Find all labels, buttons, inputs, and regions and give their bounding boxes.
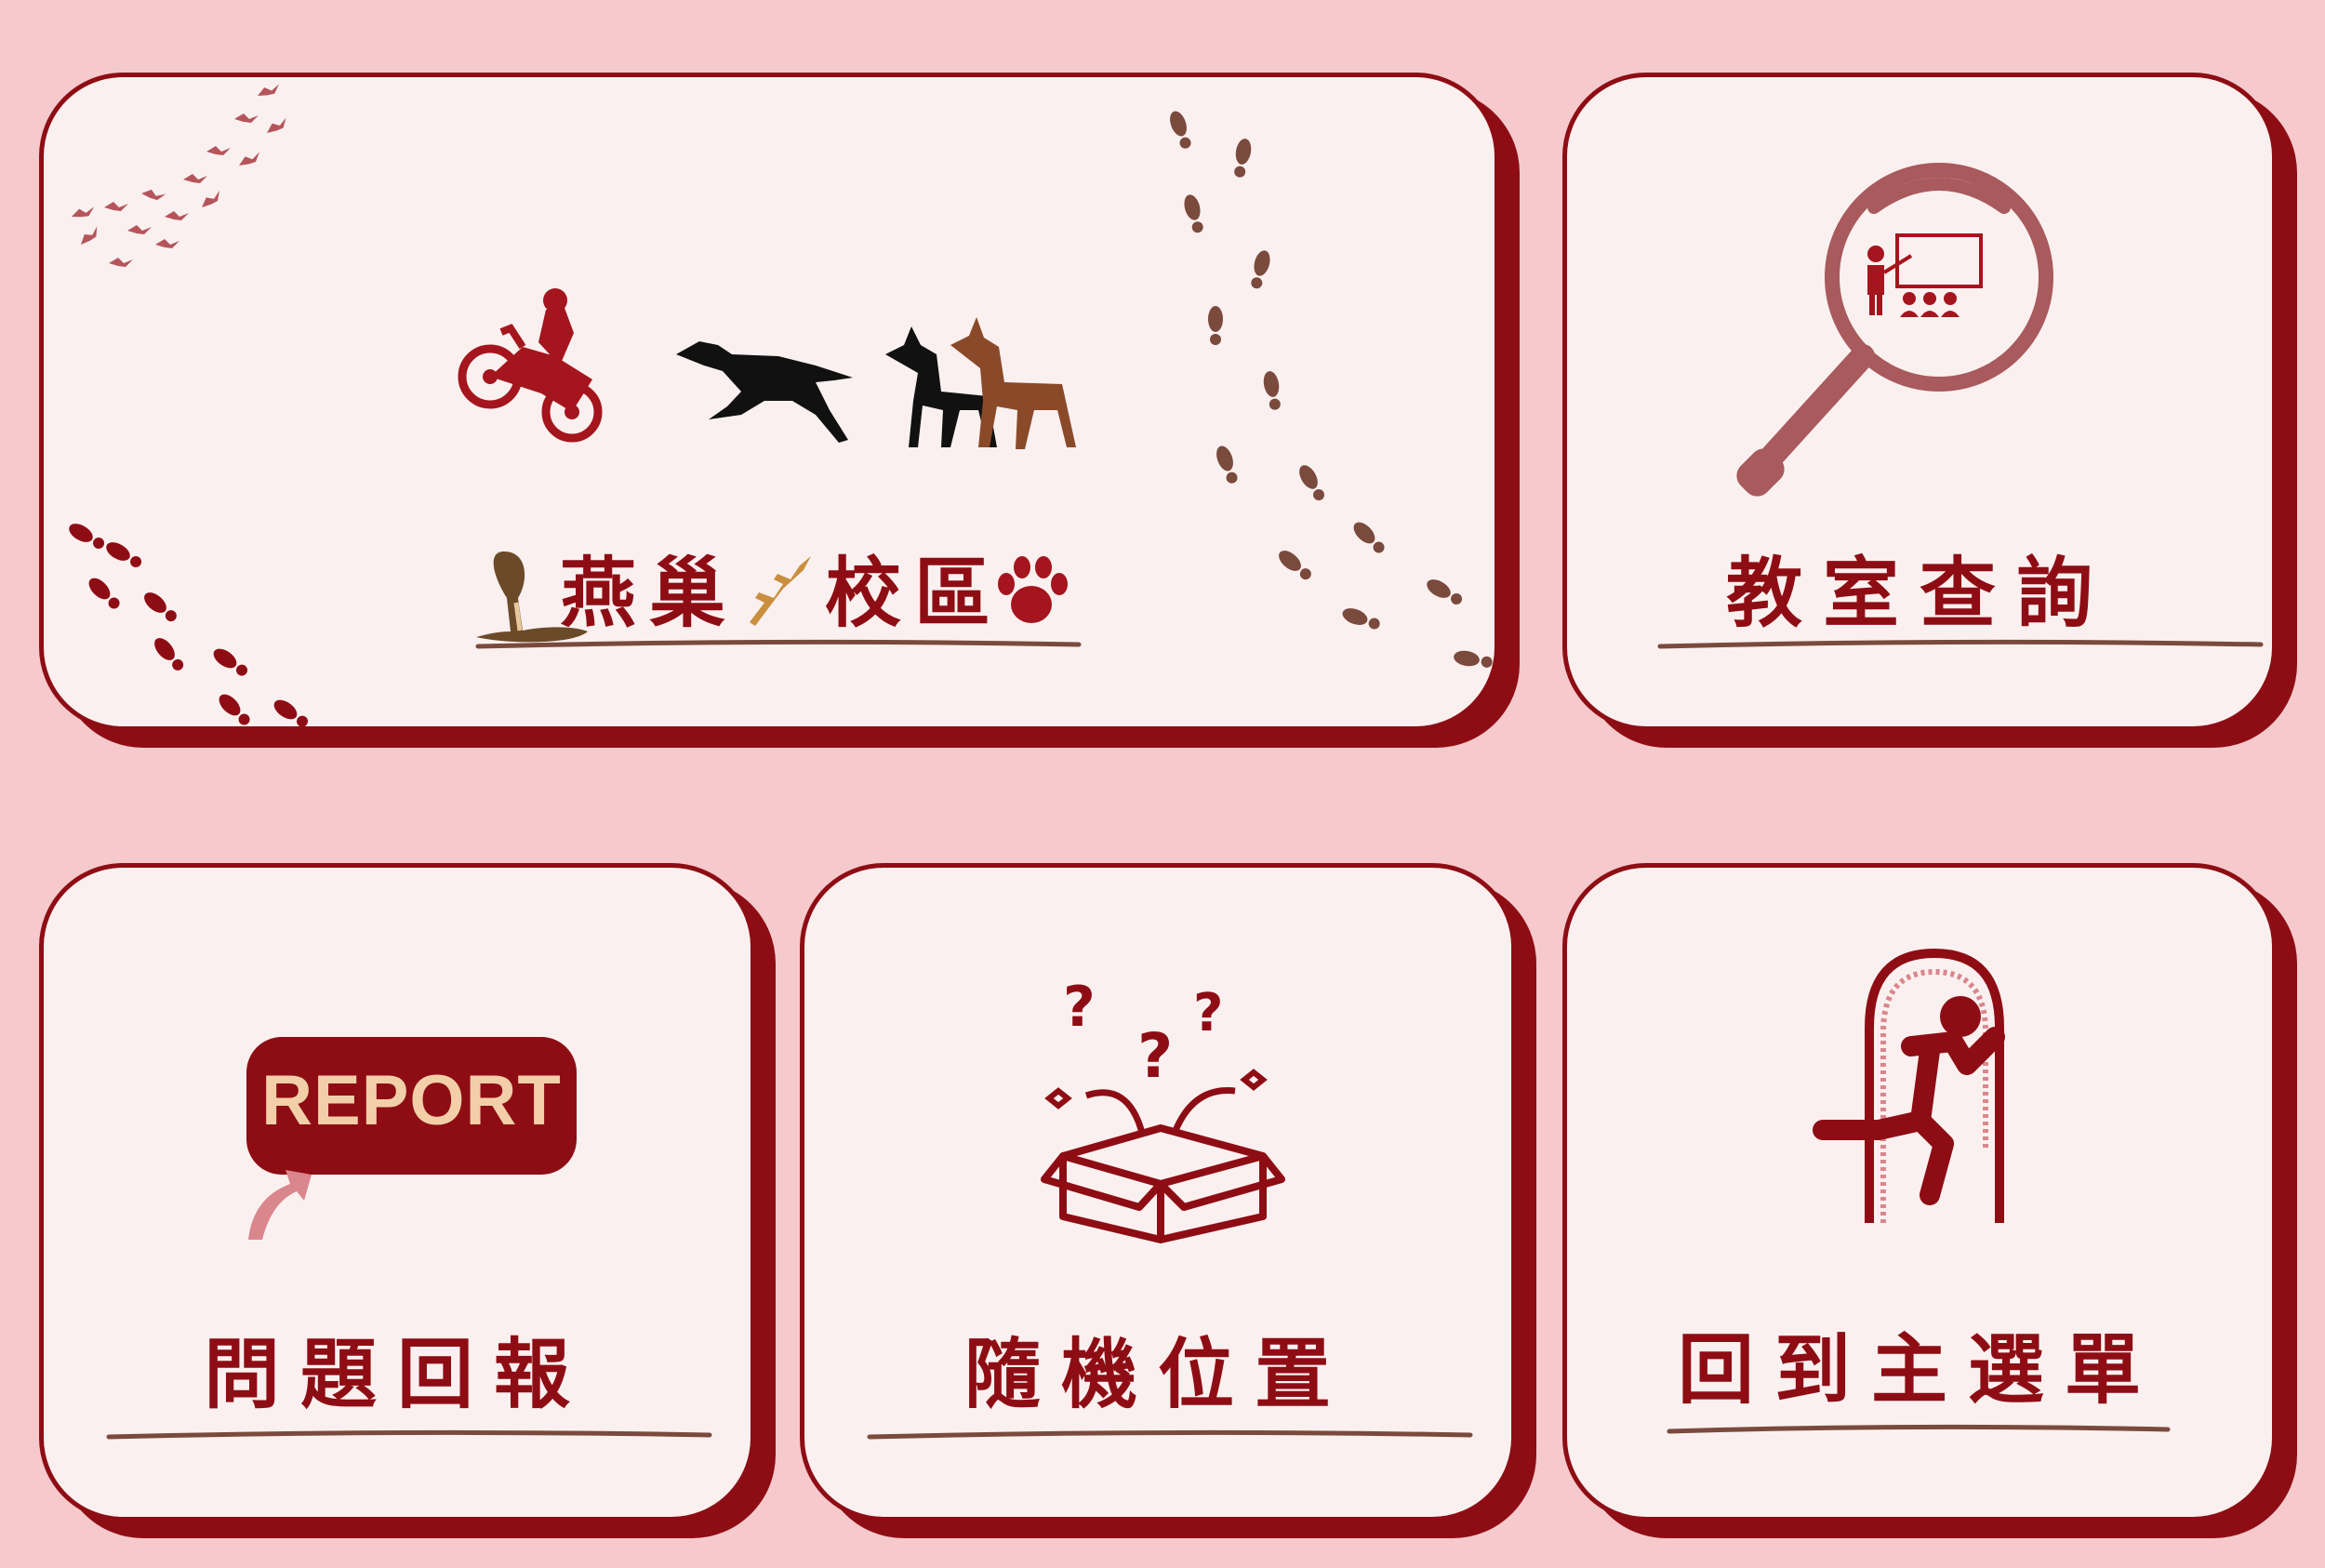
running-dog-icon	[676, 341, 853, 443]
swallows-icon	[70, 82, 290, 267]
home-card[interactable]: 回到主選單	[1562, 863, 2277, 1521]
footprints-icon	[65, 520, 312, 726]
report-card[interactable]: REPORT 問題回報	[39, 863, 755, 1521]
classroom-card[interactable]: 教室查詢	[1562, 73, 2277, 731]
random-underline	[867, 1429, 1473, 1440]
campus-label-first: 燕巢	[560, 550, 739, 638]
classroom-label: 教室查詢	[1725, 550, 2113, 638]
report-badge	[246, 1037, 577, 1175]
campus-label-second: 校區	[825, 550, 1004, 638]
home-underline	[1667, 1424, 2171, 1434]
svg-text:?: ?	[1193, 983, 1223, 1043]
random-card[interactable]: ? ? ? 隨機位置	[800, 863, 1516, 1521]
report-label: 問題回報	[203, 1331, 591, 1419]
motorcycle-rider-icon	[458, 288, 603, 443]
campus-underline	[475, 639, 1082, 649]
magnifier-classroom-icon	[1736, 163, 2053, 497]
cobra-icon	[476, 551, 588, 643]
campus-card[interactable]: 燕巢 校區	[39, 73, 1499, 731]
doberman-dogs-icon	[885, 317, 1076, 449]
mystery-box-icon: ? ? ?	[1041, 975, 1285, 1243]
classroom-underline	[1657, 639, 2264, 649]
gecko-icon	[750, 556, 811, 626]
footprints-icon	[1166, 109, 1494, 671]
svg-text:?: ?	[1137, 1020, 1173, 1092]
report-arrow-icon	[248, 1170, 312, 1240]
random-label: 隨機位置	[963, 1331, 1351, 1419]
paw-icon	[998, 556, 1068, 623]
home-label: 回到主選單	[1677, 1326, 2161, 1415]
exit-door-icon	[1813, 948, 2005, 1223]
report-badge-text: REPORT	[261, 1061, 562, 1140]
report-underline	[106, 1429, 712, 1440]
svg-text:?: ?	[1063, 975, 1096, 1040]
